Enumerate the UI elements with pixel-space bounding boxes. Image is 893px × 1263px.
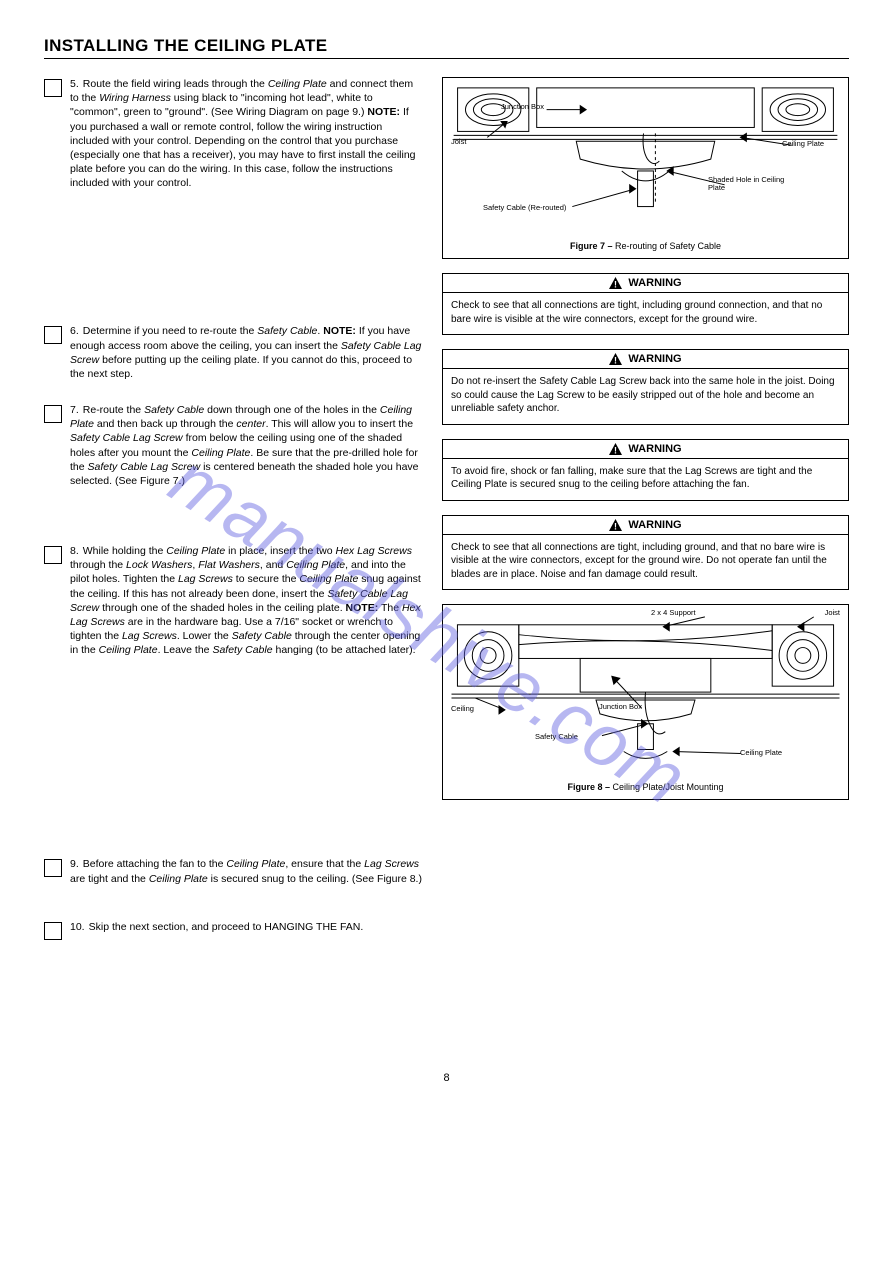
svg-text:!: ! (614, 445, 617, 455)
warning-box-1: ! WARNING Check to see that all connection… (442, 273, 849, 335)
checkbox-icon (44, 405, 62, 423)
step-number: 9. (70, 858, 83, 870)
fig7-label-ceiling-plate: Ceiling Plate (782, 140, 842, 148)
checkbox-icon (44, 79, 62, 97)
fig8-label-junction-box: Junction Box (599, 703, 659, 711)
step-5: 5.Route the field wiring leads through t… (44, 77, 424, 190)
fig7-label-shaded-hole: Shaded Hole in Ceiling Plate (708, 176, 788, 193)
svg-text:!: ! (614, 356, 617, 366)
figure-7: Junction Box Ceiling Plate Shaded Hole i… (442, 77, 849, 259)
warning-box-2: ! WARNING Do not re-insert the Safety Cabl… (442, 349, 849, 425)
warning-icon: ! (609, 277, 622, 289)
step-text: Before attaching the fan to the Ceiling … (70, 858, 422, 884)
fig8-caption: Figure 8 – Ceiling Plate/Joist Mounting (443, 783, 848, 793)
step-number: 7. (70, 404, 83, 416)
step-number: 8. (70, 545, 83, 557)
warning-body: Check to see that all connections are ti… (443, 293, 848, 334)
warning-box-4: ! WARNING Check to see that all connection… (442, 515, 849, 591)
fig7-label-safety-cable: Safety Cable (Re-routed) (483, 204, 573, 212)
warning-body: To avoid fire, shock or fan falling, mak… (443, 459, 848, 500)
fig8-label-ceiling: Ceiling (451, 705, 474, 713)
fig7-caption-text: Re-routing of Safety Cable (615, 241, 721, 251)
fig8-caption-text: Ceiling Plate/Joist Mounting (612, 782, 723, 792)
warning-title: WARNING (628, 519, 681, 531)
warning-title: WARNING (628, 353, 681, 365)
step-body: 9.Before attaching the fan to the Ceilin… (70, 857, 424, 885)
warning-body: Do not re-insert the Safety Cable Lag Sc… (443, 369, 848, 424)
warning-header: ! WARNING (443, 350, 848, 369)
step-10: 10.Skip the next section, and proceed to… (44, 920, 424, 940)
step-body: 5.Route the field wiring leads through t… (70, 77, 424, 190)
step-body: 10.Skip the next section, and proceed to… (70, 920, 363, 940)
step-text: Determine if you need to re-route the Sa… (70, 325, 421, 380)
step-text: Re-route the Safety Cable down through o… (70, 404, 419, 487)
fig7-label-joist: Joist (451, 138, 466, 146)
svg-text:!: ! (614, 521, 617, 531)
fig7-caption-prefix: Figure 7 – (570, 241, 615, 251)
step-7: 7.Re-route the Safety Cable down through… (44, 403, 424, 488)
warning-body: Check to see that all connections are ti… (443, 535, 848, 590)
warning-icon: ! (609, 353, 622, 365)
fig8-label-support: 2 x 4 Support (651, 609, 696, 617)
checkbox-icon (44, 326, 62, 344)
warning-header: ! WARNING (443, 440, 848, 459)
fig8-label-safety-cable: Safety Cable (535, 733, 605, 741)
step-body: 7.Re-route the Safety Cable down through… (70, 403, 424, 488)
figure-8-svg (443, 605, 848, 799)
warning-icon: ! (609, 443, 622, 455)
step-text: While holding the Ceiling Plate in place… (70, 545, 421, 656)
fig7-label-junction-box: Junction Box (501, 103, 544, 111)
fig7-caption: Figure 7 – Re-routing of Safety Cable (443, 242, 848, 252)
svg-text:!: ! (614, 280, 617, 290)
fig8-label-ceiling-plate: Ceiling Plate (740, 749, 800, 757)
warning-header: ! WARNING (443, 516, 848, 535)
step-body: 8.While holding the Ceiling Plate in pla… (70, 544, 424, 657)
title-rule (44, 58, 849, 59)
step-text: Skip the next section, and proceed to HA… (89, 921, 364, 933)
section-title: INSTALLING THE CEILING PLATE (44, 36, 849, 56)
warning-title: WARNING (628, 443, 681, 455)
fig8-caption-prefix: Figure 8 – (567, 782, 612, 792)
warning-box-3: ! WARNING To avoid fire, shock or fan fall… (442, 439, 849, 501)
fig8-label-joist: Joist (825, 609, 840, 617)
step-9: 9.Before attaching the fan to the Ceilin… (44, 857, 424, 885)
step-8: 8.While holding the Ceiling Plate in pla… (44, 544, 424, 657)
checkbox-icon (44, 922, 62, 940)
step-6: 6.Determine if you need to re-route the … (44, 324, 424, 381)
page-number: 8 (44, 1072, 849, 1084)
step-number: 6. (70, 325, 83, 337)
warning-header: ! WARNING (443, 274, 848, 293)
step-number: 10. (70, 921, 89, 933)
checkbox-icon (44, 859, 62, 877)
warning-icon: ! (609, 519, 622, 531)
step-body: 6.Determine if you need to re-route the … (70, 324, 424, 381)
step-number: 5. (70, 78, 83, 90)
step-text: Route the field wiring leads through the… (70, 78, 416, 189)
warning-title: WARNING (628, 277, 681, 289)
figure-8: 2 x 4 Support Joist Junction Box Ceiling… (442, 604, 849, 800)
checkbox-icon (44, 546, 62, 564)
